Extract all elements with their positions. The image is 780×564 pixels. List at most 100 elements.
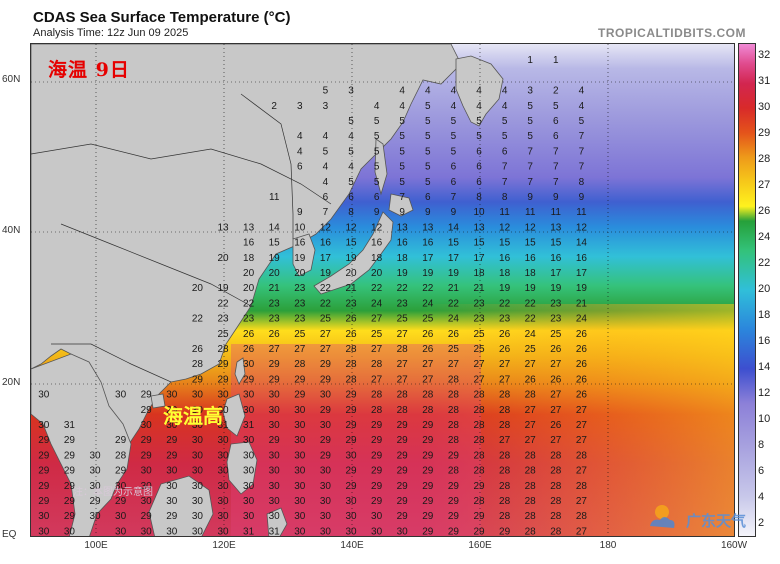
sst-value: 30 xyxy=(166,496,178,507)
sst-value: 19 xyxy=(550,283,562,294)
sst-value: 7 xyxy=(579,131,585,142)
sst-value: 29 xyxy=(345,420,357,431)
colorbar-tick-label: 27 xyxy=(758,179,771,191)
sst-value: 10 xyxy=(294,222,306,233)
lon-label-100e: 100E xyxy=(84,540,108,551)
sst-value: 18 xyxy=(371,253,383,264)
sst-value: 19 xyxy=(422,268,434,279)
sst-value: 29 xyxy=(320,359,332,370)
colorbar-tick-label: 14 xyxy=(758,361,771,373)
sst-value: 4 xyxy=(374,101,380,112)
sst-value: 4 xyxy=(579,101,585,112)
sst-value: 27 xyxy=(499,374,511,385)
sst-value: 26 xyxy=(576,329,588,340)
sst-value: 29 xyxy=(38,450,50,461)
sst-value: 30 xyxy=(294,450,306,461)
sst-value: 5 xyxy=(451,146,457,157)
sst-value: 15 xyxy=(345,238,357,249)
sst-value: 15 xyxy=(448,238,460,249)
sst-value: 30 xyxy=(269,405,281,416)
sst-value: 15 xyxy=(269,238,281,249)
sst-value: 27 xyxy=(576,496,588,507)
land-masses xyxy=(31,44,504,536)
sst-value: 22 xyxy=(217,298,229,309)
sst-value: 26 xyxy=(576,344,588,355)
sst-value: 5 xyxy=(553,101,559,112)
logo-text: 广东天气 xyxy=(686,512,747,530)
sst-value: 28 xyxy=(115,450,127,461)
sst-value: 22 xyxy=(448,298,460,309)
sst-value: 29 xyxy=(345,405,357,416)
sst-value: 29 xyxy=(38,496,50,507)
country-borders xyxy=(31,93,332,383)
sst-value: 17 xyxy=(473,253,485,264)
sst-value: 31 xyxy=(243,420,255,431)
colorbar-gradient xyxy=(739,44,755,536)
sst-value: 29 xyxy=(448,526,460,537)
sst-value: 26 xyxy=(550,374,562,385)
sst-value: 26 xyxy=(499,344,511,355)
sst-value: 30 xyxy=(141,481,153,492)
taiwan xyxy=(234,357,246,385)
sst-value: 30 xyxy=(371,526,383,537)
sst-value: 13 xyxy=(243,222,255,233)
sst-value: 29 xyxy=(294,374,306,385)
sst-value: 5 xyxy=(374,162,380,173)
sst-value: 29 xyxy=(422,511,434,522)
sst-value: 27 xyxy=(525,359,537,370)
sst-value: 19 xyxy=(345,253,357,264)
sst-value: 30 xyxy=(89,450,101,461)
kamchatka xyxy=(455,55,504,127)
sst-value: 4 xyxy=(502,101,508,112)
colorbar-tick-label: 29 xyxy=(758,127,771,139)
sst-value: 4 xyxy=(476,101,482,112)
sst-value: 23 xyxy=(294,298,306,309)
sst-value: 29 xyxy=(320,374,332,385)
sst-value: 23 xyxy=(217,314,229,325)
sst-value: 28 xyxy=(422,405,434,416)
sst-value: 27 xyxy=(269,344,281,355)
sst-value: 28 xyxy=(473,466,485,477)
sst-value: 28 xyxy=(499,481,511,492)
sst-value: 9 xyxy=(451,207,457,218)
sst-value: 27 xyxy=(550,390,562,401)
sst-value: 30 xyxy=(115,511,127,522)
annotation-sst-high: 海温高 xyxy=(163,404,223,428)
sst-value: 27 xyxy=(371,374,383,385)
sst-value: 30 xyxy=(64,526,76,537)
sst-value: 5 xyxy=(425,116,431,127)
colorbar-tick-label: 26 xyxy=(758,205,771,217)
sst-value: 29 xyxy=(192,374,204,385)
sst-value: 20 xyxy=(217,253,229,264)
sst-value: 29 xyxy=(166,511,178,522)
sst-value: 30 xyxy=(89,466,101,477)
sst-value: 29 xyxy=(448,511,460,522)
sst-value: 30 xyxy=(192,526,204,537)
sst-value: 12 xyxy=(320,222,332,233)
sst-value: 30 xyxy=(294,466,306,477)
sst-value: 27 xyxy=(397,329,409,340)
lat-label-eq: EQ xyxy=(2,529,17,540)
sst-value: 5 xyxy=(348,177,354,188)
sst-value: 29 xyxy=(217,374,229,385)
sst-value: 22 xyxy=(525,298,537,309)
sst-value: 30 xyxy=(166,466,178,477)
sst-value: 19 xyxy=(269,253,281,264)
sst-value: 28 xyxy=(371,405,383,416)
sst-value: 21 xyxy=(576,298,588,309)
sst-value: 6 xyxy=(553,116,559,127)
sst-value: 30 xyxy=(141,466,153,477)
colorbar-tick-label: 4 xyxy=(758,491,765,503)
sst-value: 5 xyxy=(476,116,482,127)
sst-value: 27 xyxy=(320,329,332,340)
sst-value: 28 xyxy=(448,405,460,416)
sst-value: 30 xyxy=(269,420,281,431)
sst-value: 25 xyxy=(320,314,332,325)
sst-value: 16 xyxy=(576,253,588,264)
sst-value: 30 xyxy=(269,390,281,401)
sst-value: 5 xyxy=(399,131,405,142)
sst-value: 21 xyxy=(269,283,281,294)
sst-value: 23 xyxy=(473,298,485,309)
sst-value: 27 xyxy=(422,374,434,385)
sst-value: 27 xyxy=(525,420,537,431)
